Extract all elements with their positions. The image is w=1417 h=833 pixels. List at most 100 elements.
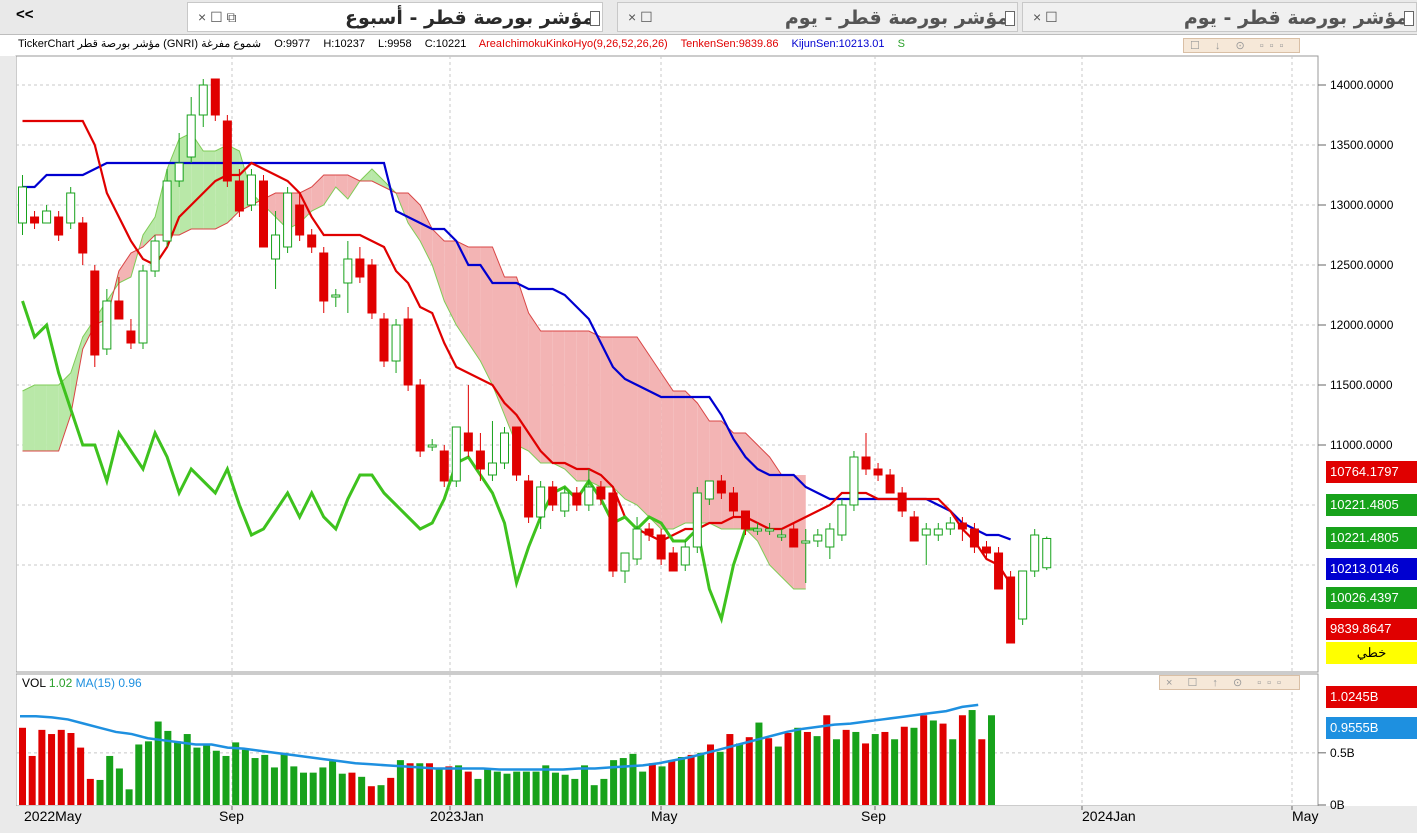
volume-bar <box>348 772 356 805</box>
tenkan-sen-line <box>22 119 1012 585</box>
volume-bar <box>464 771 472 805</box>
price-tick-label: 11500.0000 <box>1330 378 1393 392</box>
candle-body <box>837 504 847 536</box>
price-tag: خطي <box>1326 642 1417 664</box>
candle-body <box>367 264 377 314</box>
candle-body <box>451 426 461 482</box>
cloud-segment <box>673 391 686 529</box>
candle-body <box>584 486 594 506</box>
tab-weekly-title: مؤشر بورصة قطر - أسبوع <box>344 7 594 29</box>
cloud-segment <box>781 475 794 589</box>
volume-ma-line <box>20 703 979 771</box>
volume-bar <box>38 729 46 805</box>
volume-ma-value: 0.96 <box>118 676 142 690</box>
volume-bar <box>493 771 501 805</box>
kijun-sen-line <box>22 161 1011 541</box>
tab-daily-1-controls[interactable]: × ☐ <box>1033 9 1058 25</box>
tab-daily-1[interactable]: × ☐ مؤشر بورصة قطر - يوم <box>1022 2 1417 32</box>
volume-bar <box>96 779 104 805</box>
volume-bar <box>222 755 230 805</box>
cloud-segment <box>480 247 493 385</box>
volume-panel-controls[interactable]: × ☐ ↑ ⊙ ▫▫▫ <box>1159 675 1300 690</box>
cloud-segment <box>34 385 47 451</box>
volume-bar <box>706 744 714 805</box>
candle-body <box>463 432 473 452</box>
tab-weekly[interactable]: × ☐ ⧉ مؤشر بورصة قطر - أسبوع <box>187 2 603 32</box>
cloud-segment <box>528 313 541 463</box>
time-axis-label: 2024Jan <box>1082 808 1136 824</box>
candle-body <box>741 510 750 530</box>
candle-body <box>789 528 799 548</box>
collapse-tabs-button[interactable]: << <box>16 6 34 23</box>
candle-body <box>1018 570 1028 620</box>
volume-bar <box>581 765 589 805</box>
candle-body <box>222 120 232 182</box>
cloud-segment <box>769 457 782 577</box>
candle-body <box>969 528 979 548</box>
candle-body <box>728 492 738 512</box>
candle-body <box>596 486 606 500</box>
candle-body <box>668 552 678 572</box>
tab-marker-icon <box>590 11 600 26</box>
volume-bar <box>726 734 734 805</box>
candle-body <box>210 78 220 116</box>
tab-weekly-controls[interactable]: × ☐ ⧉ <box>198 9 237 25</box>
volume-bar <box>794 727 802 805</box>
price-tick-label: 12500.0000 <box>1330 258 1394 272</box>
cloud-segment <box>661 373 674 529</box>
volume-bar <box>135 744 143 805</box>
cloud-segment <box>637 337 650 517</box>
close-value: C:10221 <box>424 38 467 50</box>
candle-body <box>391 324 401 362</box>
senkou-span-b-line <box>22 174 783 476</box>
candle-body <box>680 546 690 566</box>
volume-ma-label: MA(15) <box>75 676 115 690</box>
candle-body <box>30 216 40 224</box>
volume-bar <box>832 739 840 805</box>
volume-bars <box>19 703 995 805</box>
volume-bar <box>435 768 443 805</box>
volume-bar <box>571 778 579 805</box>
volume-bar <box>697 752 705 805</box>
candle-body <box>186 114 196 158</box>
volume-bar <box>755 722 763 805</box>
volume-bar <box>958 715 966 805</box>
candle-body <box>475 450 485 470</box>
volume-bar <box>658 766 666 805</box>
time-axis-label: Sep <box>861 808 886 824</box>
candle-body <box>572 492 582 506</box>
tab-daily-2-controls[interactable]: × ☐ <box>628 9 653 25</box>
volume-bar <box>784 733 792 805</box>
tab-daily-2[interactable]: × ☐ مؤشر بورصة قطر - يوم <box>617 2 1018 32</box>
candle-body <box>704 480 714 500</box>
cloud-segment <box>540 331 553 463</box>
candle-body <box>54 216 64 236</box>
cloud-segment <box>335 175 348 199</box>
candle-body <box>114 300 124 320</box>
price-tag: 10764.1797 <box>1326 461 1417 483</box>
volume-bar <box>338 773 346 805</box>
indicator-name: AreaIchimokuKinkoHyo(9,26,52,26,26) <box>478 38 668 50</box>
price-tag: 10221.4805 <box>1326 527 1417 549</box>
time-axis-label: 2023Jan <box>430 808 484 824</box>
cloud-segment <box>504 277 517 445</box>
cloud-segment <box>70 337 83 415</box>
price-tick-label: 13500.0000 <box>1330 138 1394 152</box>
candle-body <box>42 210 52 224</box>
time-axis-label: May <box>651 808 677 824</box>
volume-bar <box>203 745 211 805</box>
volume-bar <box>358 776 366 805</box>
cloud-segment <box>58 373 71 451</box>
cloud-segment <box>444 241 457 325</box>
volume-tag: 1.0245B <box>1326 686 1417 708</box>
volume-bar <box>803 731 811 805</box>
cloud-segment <box>576 331 589 481</box>
volume-bar <box>232 742 240 805</box>
candle-body <box>427 444 437 448</box>
volume-bar <box>745 737 753 805</box>
cloud-segment <box>552 331 565 469</box>
price-tag: 10213.0146 <box>1326 558 1417 580</box>
candle-body <box>909 516 919 542</box>
price-panel-controls[interactable]: ☐ ↓ ⊙ ▫▫▫ <box>1183 38 1300 53</box>
